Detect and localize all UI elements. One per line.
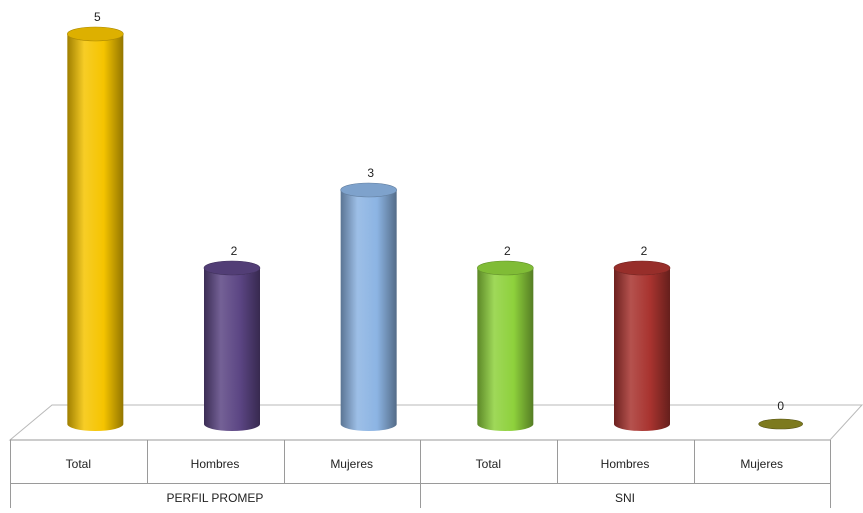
- bar: [613, 260, 671, 431]
- category-label: Mujeres: [740, 457, 783, 471]
- category-table: [10, 440, 831, 508]
- bar-body: [477, 268, 534, 431]
- category-label: Total: [66, 457, 91, 471]
- category-labels: Total Hombres Mujeres Total Hombres Mujeres: [66, 457, 783, 471]
- bar-top: [758, 418, 803, 430]
- data-label: 2: [641, 244, 648, 258]
- bars-layer: 5 2 3 2 2 0: [67, 10, 803, 431]
- bar-top: [203, 260, 261, 276]
- bar-top: [340, 182, 397, 198]
- group-labels: PERFIL PROMEP SNI: [167, 491, 635, 505]
- bar: [477, 260, 534, 431]
- chart-floor: [8, 404, 863, 441]
- group-label: SNI: [615, 491, 635, 505]
- bar: [203, 260, 261, 431]
- data-label: 5: [94, 10, 101, 24]
- bar: [758, 418, 803, 430]
- bar-top: [613, 260, 671, 276]
- data-label: 3: [367, 166, 374, 180]
- category-label: Mujeres: [330, 457, 373, 471]
- category-label: Total: [476, 457, 501, 471]
- category-label: Hombres: [191, 457, 240, 471]
- data-label: 2: [504, 244, 511, 258]
- bar-top: [477, 260, 534, 276]
- category-label: Hombres: [601, 457, 650, 471]
- group-label: PERFIL PROMEP: [167, 491, 264, 505]
- bar-top: [67, 26, 124, 42]
- bar-body: [204, 268, 260, 431]
- bar: [67, 26, 124, 431]
- data-label: 2: [231, 244, 238, 258]
- bar-body: [340, 190, 397, 431]
- bar: [340, 182, 397, 431]
- bar-body: [67, 34, 124, 431]
- bar-body: [614, 268, 670, 431]
- data-label: 0: [777, 399, 784, 413]
